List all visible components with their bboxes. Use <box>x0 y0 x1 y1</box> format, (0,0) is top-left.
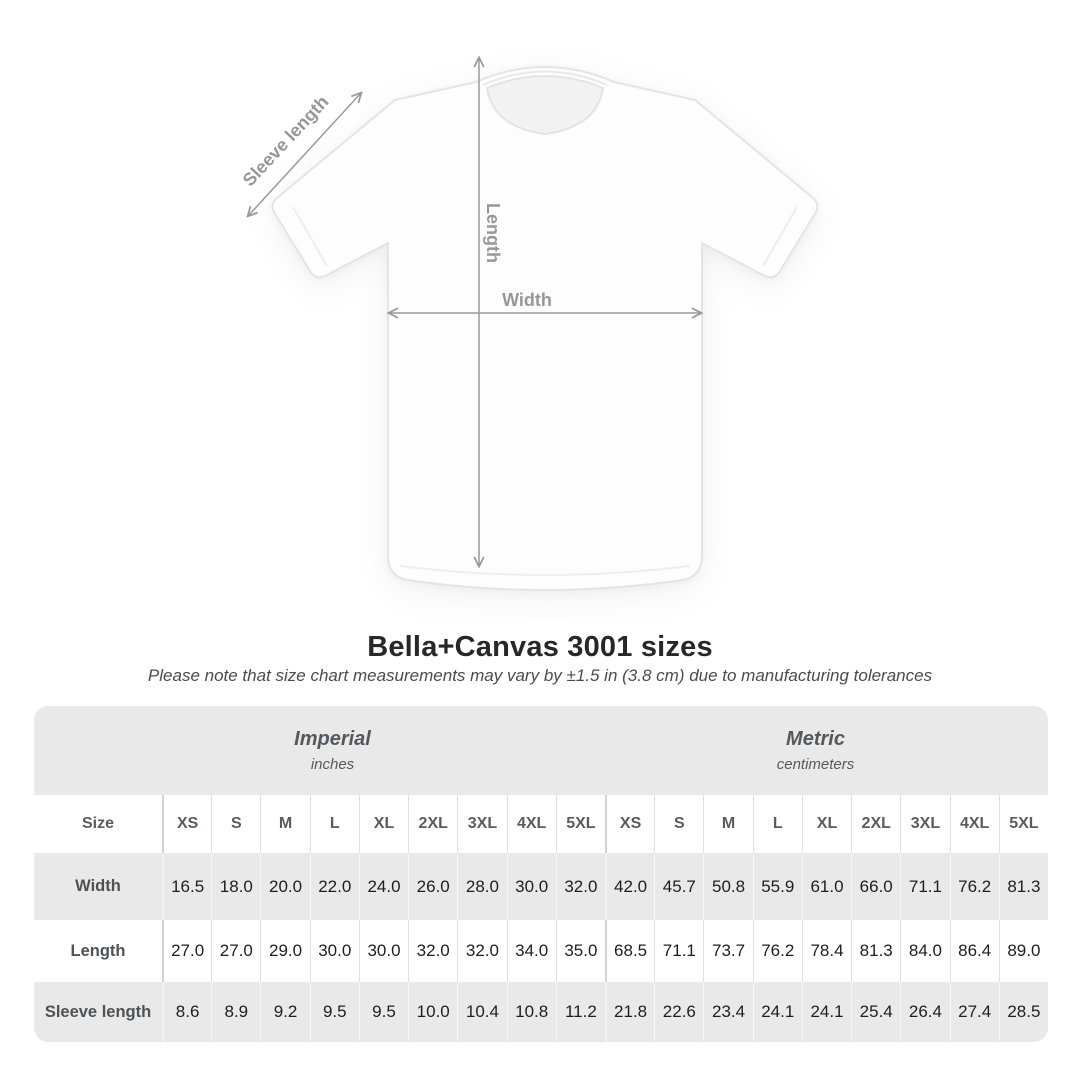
table-cell: 84.0 <box>900 920 949 982</box>
table-cell: 22.6 <box>654 982 703 1042</box>
collar <box>485 75 605 136</box>
table-cell: 29.0 <box>260 920 309 982</box>
imperial-unit: inches <box>310 756 355 773</box>
table-cell: 24.1 <box>752 982 802 1042</box>
row-label: Sleeve length <box>44 1002 152 1021</box>
table-cell: 8.9 <box>211 982 260 1042</box>
table-cell: 10.0 <box>408 982 457 1042</box>
metric-unit: centimeters <box>776 756 855 773</box>
width-label: Width <box>502 290 552 310</box>
table-cell: 11.2 <box>555 982 605 1042</box>
table-cell: 30.0 <box>506 853 556 920</box>
row-label: Width <box>75 877 121 895</box>
size-header-cell: 3XL <box>900 795 949 853</box>
table-cell: 73.7 <box>703 920 752 982</box>
table-cell: 8.6 <box>162 982 211 1042</box>
table-row-length: Length 27.0 27.0 29.0 30.0 30.0 32.0 32.… <box>34 920 1048 982</box>
size-header-cell: S <box>654 795 703 853</box>
table-cell: 25.4 <box>851 982 900 1042</box>
table-cell: 20.0 <box>260 853 309 920</box>
table-cell: 32.0 <box>408 920 457 982</box>
sleeve-length-arrow <box>248 93 361 216</box>
size-header-cell: 4XL <box>506 795 556 853</box>
table-cell: 30.0 <box>309 920 359 982</box>
tshirt-image <box>271 66 819 591</box>
table-cell: 10.8 <box>506 982 556 1042</box>
table-cell: 27.0 <box>211 920 260 982</box>
table-cell: 26.4 <box>900 982 949 1042</box>
table-cell: 24.1 <box>801 982 851 1042</box>
table-row-sleeve-length: Sleeve length 8.6 8.9 9.2 9.5 9.5 10.0 1… <box>34 982 1048 1042</box>
size-header-cell: 4XL <box>949 795 999 853</box>
table-cell: 9.5 <box>358 982 408 1042</box>
size-header-cell: M <box>703 795 752 853</box>
table-cell: 76.2 <box>752 920 802 982</box>
tshirt-diagram: Length Width Sleeve length <box>239 0 819 591</box>
table-cell: 28.0 <box>457 853 506 920</box>
metric-label: Metric <box>786 728 845 750</box>
table-cell: 61.0 <box>801 853 851 920</box>
table-cell: 89.0 <box>998 920 1048 982</box>
table-cell: 76.2 <box>949 853 999 920</box>
unit-group-header: Imperial inches Metric centimeters <box>34 706 1048 795</box>
imperial-group-header: Imperial inches <box>34 706 605 795</box>
metric-group-header: Metric centimeters <box>605 706 1048 795</box>
table-cell: 23.4 <box>703 982 752 1042</box>
table-cell: 24.0 <box>358 853 408 920</box>
table-cell: 71.1 <box>900 853 949 920</box>
table-cell: 26.0 <box>408 853 457 920</box>
table-cell: 86.4 <box>949 920 999 982</box>
size-header-cell: XL <box>358 795 408 853</box>
table-cell: 28.5 <box>998 982 1048 1042</box>
table-cell: 16.5 <box>162 853 211 920</box>
table-cell: 81.3 <box>998 853 1048 920</box>
size-header-cell: XS <box>162 795 211 853</box>
table-cell: 66.0 <box>851 853 900 920</box>
table-cell: 22.0 <box>309 853 359 920</box>
imperial-label: Imperial <box>294 728 371 750</box>
table-row-width: Width 16.5 18.0 20.0 22.0 24.0 26.0 28.0… <box>34 853 1048 920</box>
tolerance-note: Please note that size chart measurements… <box>147 666 933 685</box>
size-header-cell: 3XL <box>457 795 506 853</box>
table-cell: 27.0 <box>162 920 211 982</box>
table-cell: 32.0 <box>457 920 506 982</box>
size-column-header: Size <box>81 815 114 832</box>
length-label: Length <box>483 203 503 263</box>
table-cell: 68.5 <box>604 920 654 982</box>
size-header-cell: 2XL <box>851 795 900 853</box>
table-cell: 81.3 <box>851 920 900 982</box>
table-cell: 21.8 <box>604 982 654 1042</box>
table-cell: 10.4 <box>457 982 506 1042</box>
size-header-cell: L <box>309 795 359 853</box>
table-cell: 9.5 <box>309 982 359 1042</box>
table-cell: 55.9 <box>752 853 802 920</box>
size-header-cell: 5XL <box>555 795 605 853</box>
table-cell: 45.7 <box>654 853 703 920</box>
size-header-row: Size XS S M L XL 2XL 3XL 4XL 5XL XS S M … <box>34 795 1048 853</box>
table-cell: 30.0 <box>358 920 408 982</box>
size-header-cell: 5XL <box>998 795 1048 853</box>
size-header-cell: S <box>211 795 260 853</box>
table-cell: 78.4 <box>801 920 851 982</box>
table-cell: 18.0 <box>211 853 260 920</box>
size-header-cell: XS <box>604 795 654 853</box>
row-label: Length <box>70 941 126 960</box>
table-cell: 35.0 <box>555 920 605 982</box>
table-cell: 71.1 <box>654 920 703 982</box>
size-header-cell: XL <box>801 795 851 853</box>
table-cell: 9.2 <box>260 982 309 1042</box>
page-title: Bella+Canvas 3001 sizes <box>367 631 713 663</box>
table-cell: 27.4 <box>949 982 999 1042</box>
table-cell: 42.0 <box>604 853 654 920</box>
size-header-cell: 2XL <box>408 795 457 853</box>
size-chart-table: Imperial inches Metric centimeters Size … <box>34 706 1048 1042</box>
table-cell: 32.0 <box>555 853 605 920</box>
table-cell: 34.0 <box>506 920 556 982</box>
size-header-cell: L <box>752 795 802 853</box>
table-cell: 50.8 <box>703 853 752 920</box>
size-header-cell: M <box>260 795 309 853</box>
